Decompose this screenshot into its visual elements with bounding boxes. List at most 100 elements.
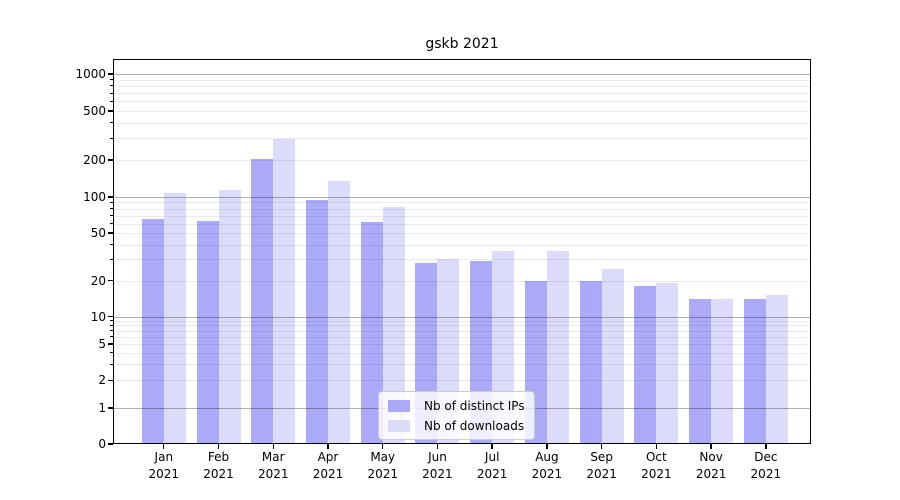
y-minor-tick [110,330,113,332]
x-tick-label: Aug 2021 [531,450,563,481]
gridline-minor [114,380,810,382]
y-tick [108,110,113,112]
gridline-minor [114,223,810,225]
bar-distinct-ips-nov [689,299,712,444]
y-tick-label: 100 [83,190,106,204]
x-tick [491,444,493,449]
x-tick-label: Jul 2021 [476,450,508,481]
legend-label-downloads: Nb of downloads [424,418,525,433]
bar-distinct-ips-oct [634,285,657,444]
y-tick-label: 0 [98,437,106,451]
y-minor-tick [110,122,113,124]
gridline-minor [114,244,810,246]
bar-downloads-oct [656,283,679,444]
x-tick [272,444,274,449]
y-tick-label: 10 [90,309,106,324]
y-minor-tick [110,100,113,102]
x-tick [765,444,767,449]
y-minor-tick [110,223,113,224]
y-tick [108,279,113,282]
y-tick [108,443,113,445]
gridline-minor [114,280,810,282]
y-tick [108,73,113,75]
x-tick-label: Nov 2021 [695,450,727,481]
y-minor-tick [110,79,113,81]
x-tick-label: Feb 2021 [203,450,234,481]
bar-downloads-aug [546,251,569,444]
gridline-major [114,316,810,318]
y-minor-tick [110,324,113,326]
y-minor-tick [110,215,113,216]
gridline-major [114,197,810,198]
bar-downloads-dec [765,295,788,444]
bar-distinct-ips-jan [141,219,164,444]
bar-distinct-ips-feb [196,220,219,444]
gridline-minor [114,111,810,113]
y-minor-tick [110,85,113,87]
x-tick [600,444,603,449]
gridline-minor [114,325,810,327]
x-tick-label: Mar 2021 [257,450,289,481]
x-tick-label: Jun 2021 [422,450,453,481]
bar-downloads-mar [273,139,296,444]
y-minor-tick [110,208,113,210]
gridline-major [114,74,810,75]
x-tick [327,444,329,449]
y-tick-label: 1000 [75,67,106,81]
y-minor-tick [110,320,113,322]
gridline-minor [114,320,810,322]
gridline-minor [114,122,810,124]
legend: Nb of distinct IPs Nb of downloads [378,391,535,440]
x-tick-label: Apr 2021 [312,450,344,481]
gridline-minor [114,364,810,366]
y-tick-label: 500 [83,104,106,119]
gridline-minor [114,138,810,140]
bar-downloads-nov [711,299,734,444]
bar-downloads-apr [327,180,350,444]
y-minor-tick [110,137,113,139]
x-tick-label: May 2021 [367,450,398,481]
gridline-minor [114,232,810,234]
gridline-minor [114,215,810,217]
y-minor-tick [110,352,113,354]
legend-swatch-distinct-ips-icon [388,399,410,412]
gridline-minor [114,208,810,210]
y-tick [108,343,113,345]
y-minor-tick [110,201,113,203]
y-tick [108,407,113,409]
bar-downloads-feb [218,190,241,444]
x-tick-label: Oct 2021 [641,450,672,481]
bar-distinct-ips-mar [251,158,274,444]
legend-item-downloads: Nb of downloads [388,417,525,434]
bar-distinct-ips-apr [305,199,328,444]
y-tick-label: 5 [98,337,106,352]
gridline-minor [114,159,810,161]
x-tick [382,444,384,449]
bar-downloads-jan [163,192,186,444]
gridline-minor [114,344,810,346]
y-minor-tick [110,258,113,260]
gridline-minor [114,330,810,332]
gridline-minor [114,202,810,204]
x-tick [217,444,220,449]
gridline-minor [114,336,810,338]
y-tick-label: 200 [83,152,106,167]
bar-distinct-ips-dec [743,299,766,444]
chart-title: gskb 2021 [425,36,499,52]
gridline-minor [114,85,810,87]
x-tick [546,444,548,449]
y-tick [108,379,113,382]
y-tick [108,315,113,318]
bar-downloads-sep [601,268,624,444]
y-tick [108,196,113,198]
x-tick-label: Sep 2021 [586,450,617,481]
y-minor-tick [110,92,113,94]
y-tick [108,159,113,161]
y-tick-label: 1 [98,401,106,415]
y-tick-label: 50 [90,225,106,240]
y-tick [108,232,113,234]
gridline-minor [114,352,810,354]
gridline-minor [114,93,810,95]
x-tick-label: Jan 2021 [148,450,180,481]
